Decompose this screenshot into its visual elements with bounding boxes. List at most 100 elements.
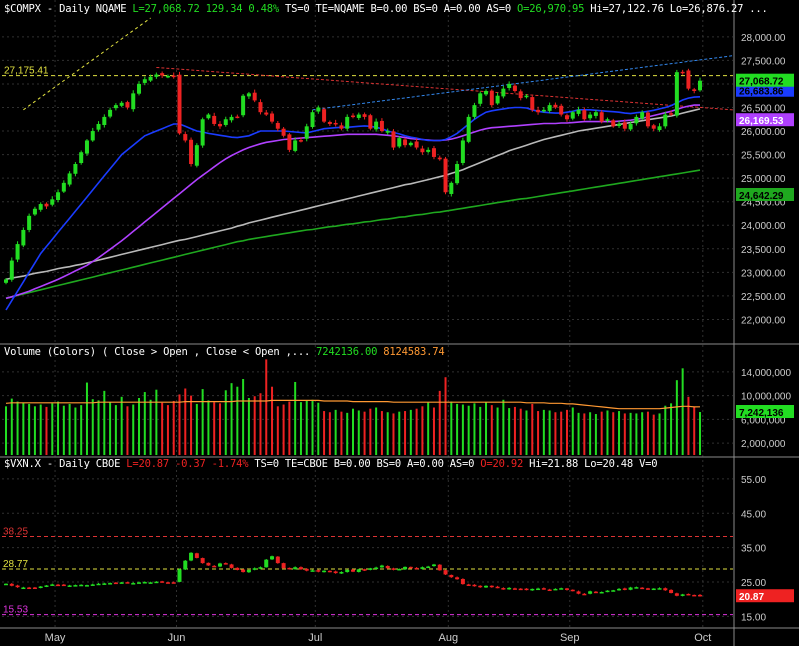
- volume-bar: [126, 406, 129, 455]
- price-candle-body: [275, 122, 280, 129]
- volume-bar: [305, 400, 308, 455]
- price-candle-body: [408, 142, 413, 146]
- price-tick-label: 25,500.00: [741, 151, 786, 162]
- price-candle-body: [281, 128, 286, 136]
- vix-candle-body: [501, 588, 506, 590]
- volume-bar: [623, 413, 626, 455]
- volume-bar: [629, 412, 632, 455]
- vix-candle-body: [489, 585, 494, 588]
- vix-open-label: O=20.92: [480, 458, 524, 470]
- vix-bid-label: B=0.00: [333, 458, 371, 470]
- price-candle-body: [44, 203, 49, 207]
- price-tick-label: 22,000.00: [741, 315, 786, 326]
- volume-bar: [190, 395, 193, 455]
- volume-bar: [218, 403, 221, 455]
- price-candle-body: [698, 80, 702, 91]
- volume-bar: [74, 407, 77, 455]
- price-candle-body: [287, 134, 292, 150]
- price-candle-body: [368, 115, 373, 129]
- volume-bar: [288, 401, 291, 455]
- bid-label: B=0.00: [370, 3, 408, 15]
- red-trendline: [156, 66, 734, 111]
- ask-size-label: AS=0: [486, 3, 511, 15]
- price-candle-body: [165, 75, 170, 78]
- vix-candle-body: [194, 553, 199, 558]
- vix-candle-body: [339, 572, 344, 574]
- vix-tick-label: 15.00: [741, 612, 766, 623]
- price-candle-body: [356, 114, 361, 118]
- price-candle-body: [148, 76, 153, 81]
- price-candle-body: [351, 115, 355, 118]
- volume-bar: [687, 396, 690, 455]
- price-candle-body: [547, 105, 552, 111]
- vix-candle-body: [368, 568, 373, 570]
- price-candle-body: [56, 192, 61, 201]
- vix-candle-body: [148, 582, 153, 584]
- vix-tick-label: 35.00: [741, 544, 766, 555]
- vix-candle-body: [680, 594, 685, 596]
- volume-bar: [253, 396, 256, 455]
- vix-candle-body: [686, 593, 691, 596]
- volume-bar: [681, 368, 684, 455]
- vix-candle-body: [570, 589, 575, 592]
- vix-te-label: TE=CBOE: [284, 458, 328, 470]
- price-candle-body: [536, 109, 541, 113]
- month-label: Sep: [560, 632, 580, 644]
- vix-level-label: 28.77: [3, 559, 28, 570]
- vix-candle-body: [322, 570, 327, 573]
- volume-bar: [39, 404, 42, 455]
- vix-candle-body: [651, 588, 656, 591]
- vix-candle-body: [119, 582, 124, 584]
- vix-candle-body: [478, 585, 483, 588]
- vix-candle-body: [599, 591, 604, 594]
- volume-bar: [409, 409, 412, 455]
- volume-bar: [311, 399, 314, 455]
- volume-bar: [635, 413, 638, 455]
- vix-candle-body: [44, 585, 49, 587]
- resistance-label: 27,175.41: [4, 66, 49, 77]
- vix-candle-body: [229, 564, 234, 568]
- price-candle-body: [61, 182, 66, 192]
- vix-candle-body: [414, 567, 419, 570]
- vix-candle-body: [379, 565, 384, 568]
- price-candle-body: [270, 113, 275, 122]
- volume-bar: [363, 411, 366, 455]
- price-candle-body: [588, 114, 593, 119]
- price-candle-body: [622, 122, 627, 129]
- vix-tick-label: 55.00: [741, 475, 766, 486]
- price-candle-body: [605, 119, 610, 121]
- price-candle-body: [200, 119, 205, 146]
- volume-bar: [357, 410, 360, 455]
- vix-candle-body: [622, 588, 627, 590]
- volume-bar: [404, 411, 407, 455]
- volume-bar: [294, 381, 297, 455]
- volume-bar: [62, 405, 65, 455]
- volume-down-value: 8124583.74: [383, 346, 445, 358]
- vix-candle-body: [125, 582, 130, 584]
- vix-candle-body: [177, 569, 182, 582]
- price-candle-body: [333, 122, 338, 125]
- volume-bar: [334, 409, 337, 455]
- volume-bar: [16, 401, 19, 455]
- price-candle-body: [223, 119, 228, 125]
- vix-candle-body: [200, 558, 205, 564]
- volume-bar: [577, 412, 580, 455]
- low-label: Lo=26,876.27: [669, 3, 744, 15]
- vix-candle-body: [298, 567, 303, 570]
- volume-bar: [224, 390, 227, 455]
- price-candle-body: [403, 139, 408, 146]
- volume-last-tag: 7,242,136: [739, 408, 784, 419]
- vix-candle-body: [27, 587, 32, 590]
- ma-200-value-tag-box: [736, 187, 794, 201]
- vix-candle-body: [443, 570, 448, 575]
- volume-bar: [490, 405, 493, 455]
- vix-candle-body: [559, 588, 564, 590]
- price-candle-body: [113, 105, 118, 109]
- price-candle-body: [657, 126, 662, 131]
- vix-candle-body: [582, 593, 587, 596]
- vix-candle-body: [588, 591, 593, 594]
- volume-bar: [537, 411, 540, 455]
- volume-bar: [699, 412, 701, 455]
- volume-bar: [97, 400, 100, 455]
